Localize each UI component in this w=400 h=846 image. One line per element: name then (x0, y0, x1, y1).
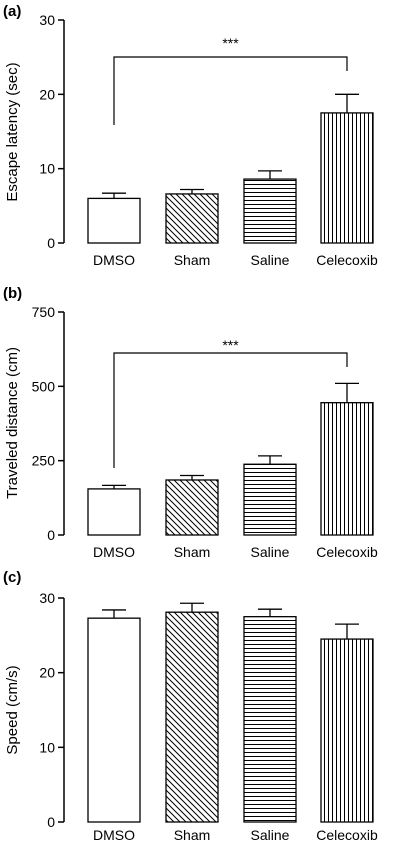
x-tick-label: Sham (174, 827, 211, 843)
bar (165, 479, 219, 536)
x-tick-label: Saline (251, 827, 290, 843)
y-tick-label: 0 (47, 527, 55, 543)
bars (87, 602, 374, 823)
x-tick-label: DMSO (93, 827, 135, 843)
axes: 0 10 20 30 DMSO Sham Saline Celecoxib (39, 590, 378, 843)
bars (87, 382, 374, 536)
y-tick-label: 0 (47, 235, 55, 251)
x-tick-label: Saline (251, 252, 290, 268)
y-axis-label: Speed (cm/s) (4, 665, 21, 754)
significance: *** (113, 337, 348, 468)
panel-c: (c) Speed (cm/s) 0 10 20 30 DMSO Sham Saline Ce… (3, 569, 378, 843)
panel-a: (a) Escape latency (sec) 0 10 20 30 DMSO Sham… (3, 3, 378, 268)
y-tick-label: 30 (39, 590, 55, 606)
y-tick-label: 30 (39, 12, 55, 28)
x-tick-label: Celecoxib (316, 544, 378, 560)
bar (243, 178, 297, 244)
x-tick-label: DMSO (93, 252, 135, 268)
y-tick-label: 250 (32, 453, 56, 469)
bar (87, 488, 141, 536)
significance-label: *** (222, 337, 239, 353)
bar (320, 402, 374, 536)
panel-label: (c) (3, 569, 21, 586)
significance-label: *** (222, 35, 239, 51)
bar (243, 616, 297, 823)
significance: *** (113, 35, 348, 125)
y-axis-label: Traveled distance (cm) (4, 347, 21, 499)
bar (165, 193, 219, 244)
panel-label: (a) (3, 3, 21, 20)
bar (165, 611, 219, 823)
x-tick-label: Saline (251, 544, 290, 560)
y-tick-label: 0 (47, 814, 55, 830)
y-tick-label: 500 (32, 378, 56, 394)
significance-bracket (113, 56, 348, 125)
y-axis-label: Escape latency (sec) (4, 62, 21, 201)
x-tick-label: Sham (174, 544, 211, 560)
bar (320, 112, 374, 244)
axes: 0 10 20 30 DMSO Sham Saline Celecoxib (39, 12, 378, 268)
significance-bracket (113, 352, 348, 468)
x-tick-label: Sham (174, 252, 211, 268)
y-tick-label: 10 (39, 739, 55, 755)
y-tick-label: 20 (39, 86, 55, 102)
y-tick-label: 20 (39, 665, 55, 681)
x-tick-label: DMSO (93, 544, 135, 560)
panel-label: (b) (3, 285, 22, 302)
x-tick-label: Celecoxib (316, 252, 378, 268)
axes: 0 250 500 750 DMSO Sham Saline Celecoxib (32, 304, 378, 560)
bar (87, 197, 141, 244)
x-tick-label: Celecoxib (316, 827, 378, 843)
bars (87, 93, 374, 244)
y-tick-label: 10 (39, 161, 55, 177)
bar (243, 463, 297, 536)
bar (87, 617, 141, 823)
bar (320, 638, 374, 823)
panel-b: (b) Traveled distance (cm) 0 250 500 750 DMS… (3, 285, 378, 560)
y-tick-label: 750 (32, 304, 56, 320)
